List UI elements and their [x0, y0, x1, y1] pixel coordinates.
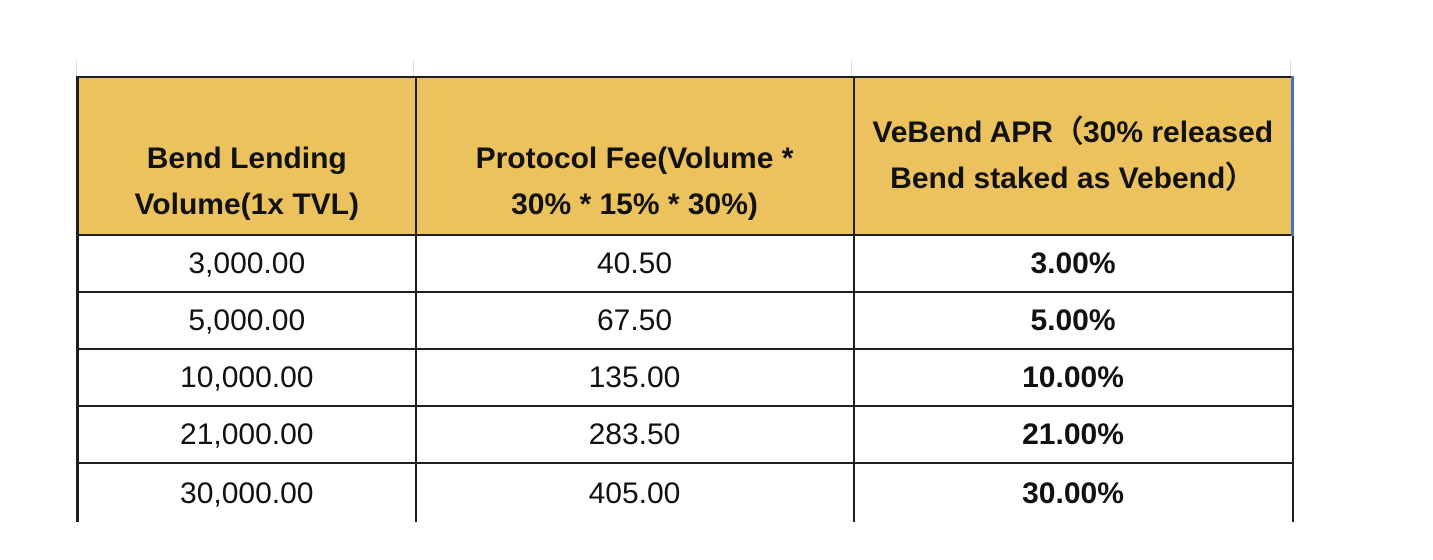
gridline — [851, 60, 852, 78]
gridline — [76, 60, 77, 78]
cell-protocol-fee[interactable]: 40.50 — [414, 234, 855, 293]
cell-vebend-apr[interactable]: 10.00% — [852, 348, 1294, 407]
header-cell-lending-volume[interactable]: Bend Lending Volume(1x TVL) — [76, 76, 417, 236]
cell-lending-volume[interactable]: 10,000.00 — [76, 348, 417, 407]
cell-vebend-apr[interactable]: 3.00% — [852, 234, 1294, 293]
cell-lending-volume[interactable]: 5,000.00 — [76, 291, 417, 350]
header-row: Bend Lending Volume(1x TVL) Protocol Fee… — [76, 76, 1294, 236]
cell-protocol-fee[interactable]: 283.50 — [414, 405, 855, 464]
table-row: 21,000.00 283.50 21.00% — [76, 405, 1294, 464]
cell-lending-volume[interactable]: 30,000.00 — [76, 462, 417, 522]
cell-protocol-fee[interactable]: 67.50 — [414, 291, 855, 350]
apr-table: Bend Lending Volume(1x TVL) Protocol Fee… — [76, 76, 1294, 522]
header-label: Bend Lending Volume(1x TVL) — [134, 142, 359, 221]
cell-protocol-fee[interactable]: 405.00 — [414, 462, 855, 522]
cell-lending-volume[interactable]: 3,000.00 — [76, 234, 417, 293]
gridline — [1290, 60, 1291, 78]
cell-lending-volume[interactable]: 21,000.00 — [76, 405, 417, 464]
cell-vebend-apr[interactable]: 21.00% — [852, 405, 1294, 464]
cell-protocol-fee[interactable]: 135.00 — [414, 348, 855, 407]
gridline — [413, 60, 414, 78]
table-row: 3,000.00 40.50 3.00% — [76, 234, 1294, 293]
table-row: 5,000.00 67.50 5.00% — [76, 291, 1294, 350]
header-label: VeBend APR（30% released Bend staked as V… — [872, 116, 1274, 195]
table-row: 30,000.00 405.00 30.00% — [76, 462, 1294, 522]
cell-vebend-apr[interactable]: 5.00% — [852, 291, 1294, 350]
table-row: 10,000.00 135.00 10.00% — [76, 348, 1294, 407]
cell-vebend-apr[interactable]: 30.00% — [852, 462, 1294, 522]
header-cell-protocol-fee[interactable]: Protocol Fee(Volume * 30% * 15% * 30%) — [414, 76, 855, 236]
header-cell-vebend-apr[interactable]: VeBend APR（30% released Bend staked as V… — [852, 76, 1294, 236]
header-label: Protocol Fee(Volume * 30% * 15% * 30%) — [475, 142, 794, 221]
